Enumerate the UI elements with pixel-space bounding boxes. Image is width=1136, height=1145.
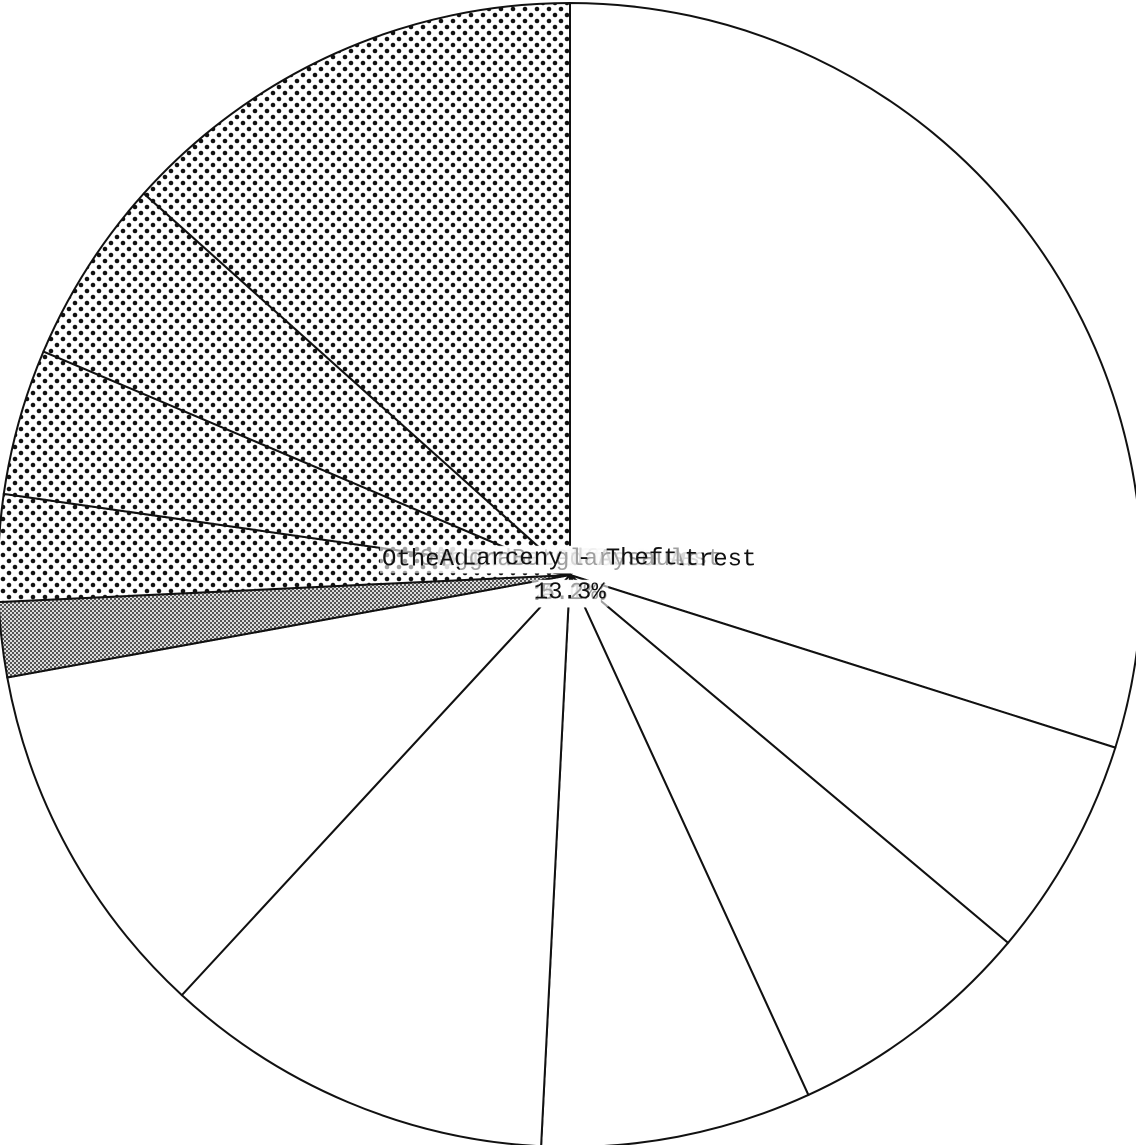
- pie-slice: [569, 574, 1010, 1097]
- value-label: 13.3%: [534, 580, 607, 607]
- label-background: [531, 579, 609, 607]
- slice-label: Larceny - Theft 13.3%: [459, 545, 680, 607]
- pie-slice: [6, 573, 573, 997]
- category-label: Larceny - Theft: [462, 546, 678, 573]
- pie-slice: [180, 572, 572, 1145]
- pie-slice: [540, 574, 810, 1145]
- pie-slice: [42, 192, 571, 576]
- pie-slice: [0, 574, 571, 679]
- label-background: [459, 545, 680, 573]
- pie-slice: [142, 1, 571, 578]
- pie-slice: [569, 574, 1117, 945]
